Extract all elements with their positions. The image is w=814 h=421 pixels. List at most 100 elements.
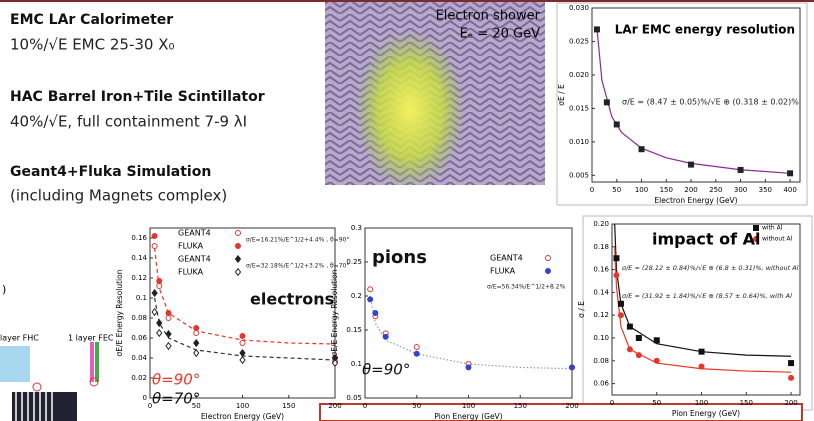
block-lines — [16, 392, 52, 421]
legend-label: GEANT4 — [178, 255, 211, 264]
point — [152, 244, 157, 249]
point — [157, 284, 162, 289]
x-tick-label: 250 — [709, 186, 722, 194]
point — [614, 122, 619, 127]
x-tick-label: 300 — [734, 186, 747, 194]
point — [789, 375, 794, 380]
annotation: θ=70° — [152, 390, 200, 408]
annotation: σ/E = (28.12 ± 0.84)%/√E ⊕ (6.8 ± 0.31)%… — [622, 264, 799, 272]
point — [699, 349, 704, 354]
x-tick-label: 0 — [363, 402, 367, 410]
point — [594, 27, 599, 32]
point — [152, 290, 157, 297]
block — [0, 346, 30, 382]
legend-label: GEANT4 — [490, 254, 523, 263]
diagram: ) layer FHC 1 layer FEC — [0, 283, 114, 421]
text-line: EMC LAr Calorimeter — [10, 12, 173, 28]
y-tick-label: 0.12 — [131, 274, 147, 282]
point — [194, 326, 199, 331]
x-tick-label: 150 — [514, 402, 527, 410]
point — [194, 340, 199, 347]
y-axis-title: σE/E Energy Resolution — [115, 269, 124, 356]
point — [414, 351, 419, 356]
point — [157, 279, 162, 284]
annotation: θ=90° — [152, 371, 200, 389]
point — [788, 171, 793, 176]
point — [618, 313, 623, 318]
annotation: σ/E = (31.92 ± 1.84)%/√E ⊕ (8.57 ± 0.64)… — [622, 292, 792, 300]
y-tick-label: 0.16 — [593, 266, 609, 274]
point — [194, 331, 199, 336]
chart-title: LAr EMC energy resolution — [615, 23, 795, 37]
fit-line — [370, 296, 572, 369]
x-tick-label: 0 — [610, 399, 614, 407]
slide: EMC LAr Calorimeter 10%/√E EMC 25-30 X₀ … — [0, 0, 814, 421]
point — [194, 350, 199, 357]
y-tick-label: 0.20 — [593, 220, 609, 228]
y-tick-label: 0.06 — [593, 380, 609, 388]
point — [166, 331, 171, 338]
point — [240, 341, 245, 346]
y-tick-label: 0.1 — [136, 294, 147, 302]
legend-label: without Al — [762, 236, 793, 243]
annotation: σ/E=56.34%/E^1/2+8.2% — [487, 284, 566, 291]
x-axis-title: Electron Energy (GeV) — [201, 412, 284, 421]
text-line: 40%/√E, full containment 7-9 λI — [10, 113, 247, 131]
y-tick-label: 0.005 — [569, 171, 589, 179]
y-tick-label: 0 — [143, 394, 147, 402]
y-axis-title: σ / E — [577, 301, 586, 318]
legend-label: FLUKA — [490, 267, 516, 276]
point — [627, 347, 632, 352]
legend-marker — [236, 269, 241, 276]
y-tick-label: 0.12 — [593, 311, 609, 319]
y-tick-label: 0.015 — [569, 104, 589, 112]
x-tick-label: 200 — [565, 402, 578, 410]
x-axis-title: Electron Energy (GeV) — [654, 196, 737, 205]
paren: ) — [2, 283, 6, 296]
point — [618, 301, 623, 306]
point — [654, 338, 659, 343]
legend-label: GEANT4 — [178, 229, 211, 238]
annotation: electrons — [250, 290, 334, 309]
y-tick-label: 0.020 — [569, 71, 589, 79]
point — [157, 330, 162, 337]
y-tick-label: 0.3 — [351, 224, 362, 232]
annotation: σ/E = (8.47 ± 0.05)%/√E ⊕ (0.318 ± 0.02)… — [622, 98, 799, 107]
legend-label: FLUKA — [178, 242, 204, 251]
shower-title: Electron shower — [436, 9, 541, 24]
point — [152, 309, 157, 316]
y-axis-title: σE / E — [557, 84, 566, 106]
point — [166, 311, 171, 316]
x-tick-label: 200 — [328, 402, 341, 410]
x-axis-title: Pion Energy (GeV) — [434, 412, 502, 421]
y-tick-label: 0.14 — [593, 288, 609, 296]
point — [636, 336, 641, 341]
point — [789, 361, 794, 366]
x-tick-label: 100 — [635, 186, 648, 194]
point — [240, 357, 245, 364]
x-tick-label: 200 — [784, 399, 797, 407]
x-tick-label: 200 — [684, 186, 697, 194]
marker-ring — [33, 383, 41, 391]
point — [570, 365, 575, 370]
point — [166, 343, 171, 350]
x-tick-label: 150 — [282, 402, 295, 410]
point — [636, 353, 641, 358]
legend-marker — [236, 244, 241, 249]
point — [699, 364, 704, 369]
point — [466, 365, 471, 370]
legend-marker — [546, 269, 551, 274]
y-tick-label: 0.04 — [131, 354, 147, 362]
y-tick-label: 0.08 — [131, 314, 147, 322]
y-tick-label: 0.030 — [569, 4, 589, 12]
y-tick-label: 0.18 — [593, 243, 609, 251]
point — [639, 147, 644, 152]
point — [368, 297, 373, 302]
y-tick-label: 0.010 — [569, 138, 589, 146]
point — [689, 162, 694, 167]
chart-title: impact of Al — [652, 230, 761, 249]
y-tick-label: 0.025 — [569, 37, 589, 45]
point — [240, 334, 245, 339]
text-line: Geant4+Fluka Simulation — [10, 164, 211, 180]
legend-label: FLUKA — [178, 268, 204, 277]
